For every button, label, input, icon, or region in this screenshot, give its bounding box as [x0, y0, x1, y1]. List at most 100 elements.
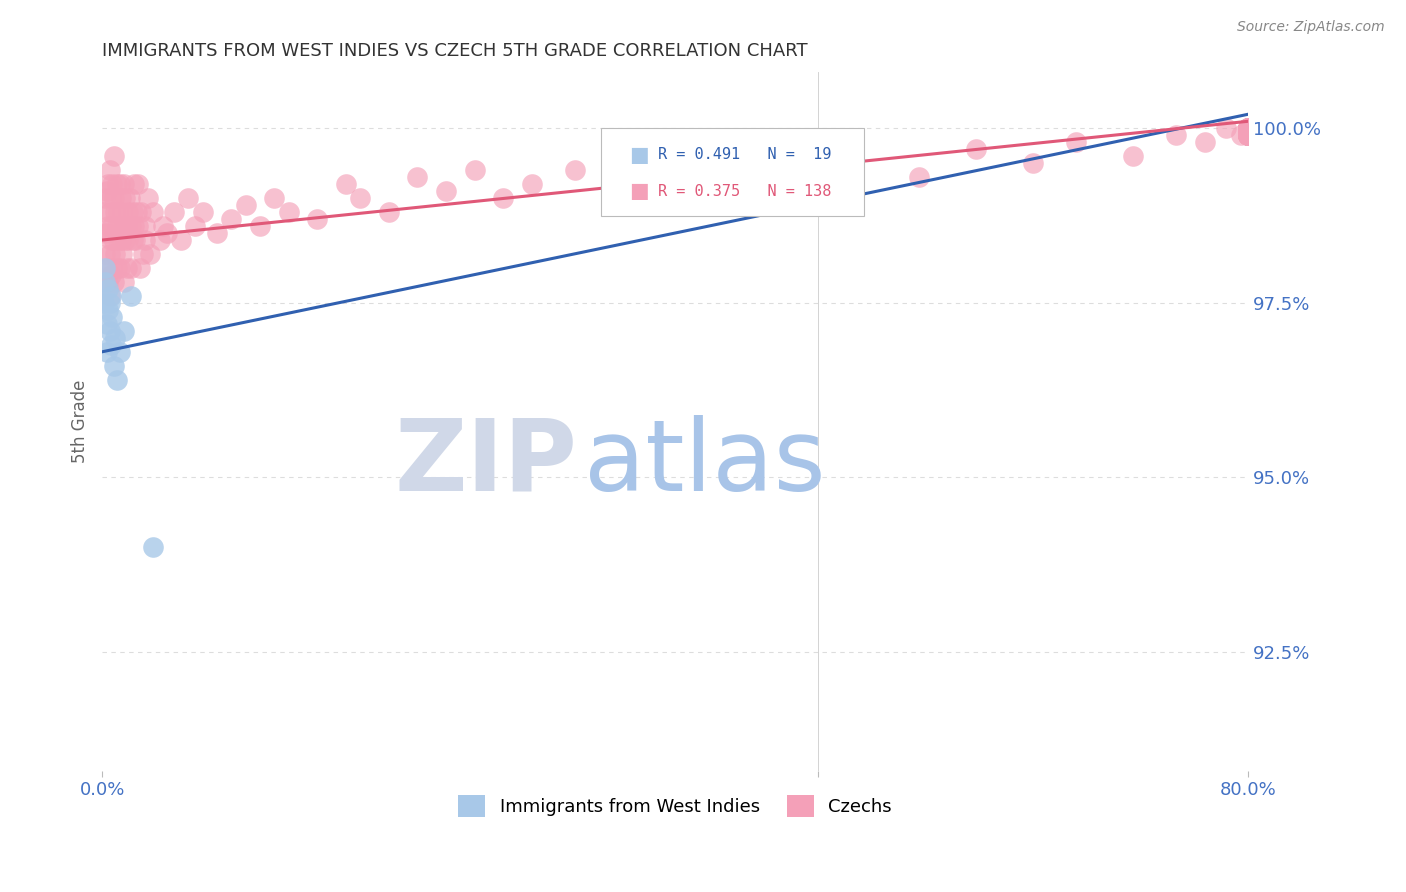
Point	[664, 170, 686, 185]
Point	[96, 184, 118, 198]
Point	[141, 541, 163, 555]
Point	[105, 177, 128, 191]
Y-axis label: 5th Grade: 5th Grade	[72, 380, 89, 463]
Point	[1237, 128, 1260, 143]
Point	[120, 289, 142, 303]
Point	[1166, 128, 1188, 143]
Point	[134, 219, 156, 233]
Point	[1237, 121, 1260, 136]
Point	[118, 191, 141, 205]
Point	[127, 177, 149, 191]
Legend: Immigrants from West Indies, Czechs: Immigrants from West Indies, Czechs	[451, 788, 900, 824]
Point	[965, 142, 987, 156]
Point	[1237, 121, 1260, 136]
Point	[98, 289, 121, 303]
Point	[120, 219, 142, 233]
Point	[1237, 128, 1260, 143]
Point	[307, 212, 329, 227]
Point	[492, 191, 515, 205]
Point	[1237, 121, 1260, 136]
Point	[1237, 128, 1260, 143]
Point	[100, 191, 122, 205]
Point	[1237, 128, 1260, 143]
Point	[1064, 135, 1087, 149]
Point	[108, 344, 131, 359]
Point	[1215, 121, 1237, 136]
Text: R = 0.491   N =  19: R = 0.491 N = 19	[658, 147, 831, 162]
Point	[104, 247, 127, 261]
Point	[184, 219, 207, 233]
FancyBboxPatch shape	[600, 128, 865, 216]
Point	[103, 275, 125, 289]
Point	[1237, 121, 1260, 136]
Point	[1237, 121, 1260, 136]
Point	[93, 205, 115, 219]
Point	[1237, 128, 1260, 143]
Point	[103, 359, 125, 373]
Point	[349, 191, 371, 205]
Point	[1237, 121, 1260, 136]
Point	[1122, 149, 1144, 163]
Point	[1237, 121, 1260, 136]
Point	[1237, 128, 1260, 143]
Point	[104, 331, 127, 345]
Point	[136, 191, 159, 205]
Point	[434, 184, 457, 198]
Point	[1237, 121, 1260, 136]
Point	[721, 149, 744, 163]
Point	[121, 233, 143, 247]
Point	[98, 324, 121, 338]
Point	[1237, 128, 1260, 143]
Point	[907, 170, 929, 185]
Point	[1194, 135, 1216, 149]
Point	[1237, 121, 1260, 136]
Point	[97, 302, 120, 317]
Point	[97, 282, 120, 296]
Point	[112, 177, 135, 191]
Point	[120, 260, 142, 275]
Point	[1237, 128, 1260, 143]
Point	[249, 219, 271, 233]
Point	[235, 198, 257, 212]
Text: ■: ■	[630, 181, 650, 201]
Point	[1022, 156, 1045, 170]
Point	[1237, 128, 1260, 143]
Point	[335, 177, 357, 191]
Text: ZIP: ZIP	[395, 415, 578, 512]
Point	[105, 219, 128, 233]
Point	[108, 260, 131, 275]
Point	[1237, 128, 1260, 143]
Point	[1237, 121, 1260, 136]
Point	[1237, 128, 1260, 143]
Text: R = 0.375   N = 138: R = 0.375 N = 138	[658, 184, 831, 199]
Point	[112, 324, 135, 338]
Point	[141, 205, 163, 219]
Point	[111, 205, 134, 219]
Point	[97, 219, 120, 233]
Point	[128, 260, 150, 275]
Point	[191, 205, 214, 219]
Point	[149, 233, 172, 247]
Point	[117, 205, 139, 219]
Point	[163, 205, 186, 219]
Point	[98, 205, 121, 219]
Point	[1237, 121, 1260, 136]
Point	[1237, 121, 1260, 136]
Point	[129, 205, 152, 219]
Point	[96, 260, 118, 275]
Point	[101, 177, 124, 191]
Point	[177, 191, 200, 205]
Point	[124, 233, 146, 247]
Point	[263, 191, 285, 205]
Text: Source: ZipAtlas.com: Source: ZipAtlas.com	[1237, 20, 1385, 34]
Point	[94, 191, 117, 205]
Point	[221, 212, 243, 227]
Point	[779, 163, 801, 178]
Point	[108, 177, 131, 191]
Point	[98, 247, 121, 261]
Point	[94, 275, 117, 289]
Point	[1237, 128, 1260, 143]
Point	[1229, 128, 1251, 143]
Text: IMMIGRANTS FROM WEST INDIES VS CZECH 5TH GRADE CORRELATION CHART: IMMIGRANTS FROM WEST INDIES VS CZECH 5TH…	[103, 42, 808, 60]
Point	[112, 275, 135, 289]
